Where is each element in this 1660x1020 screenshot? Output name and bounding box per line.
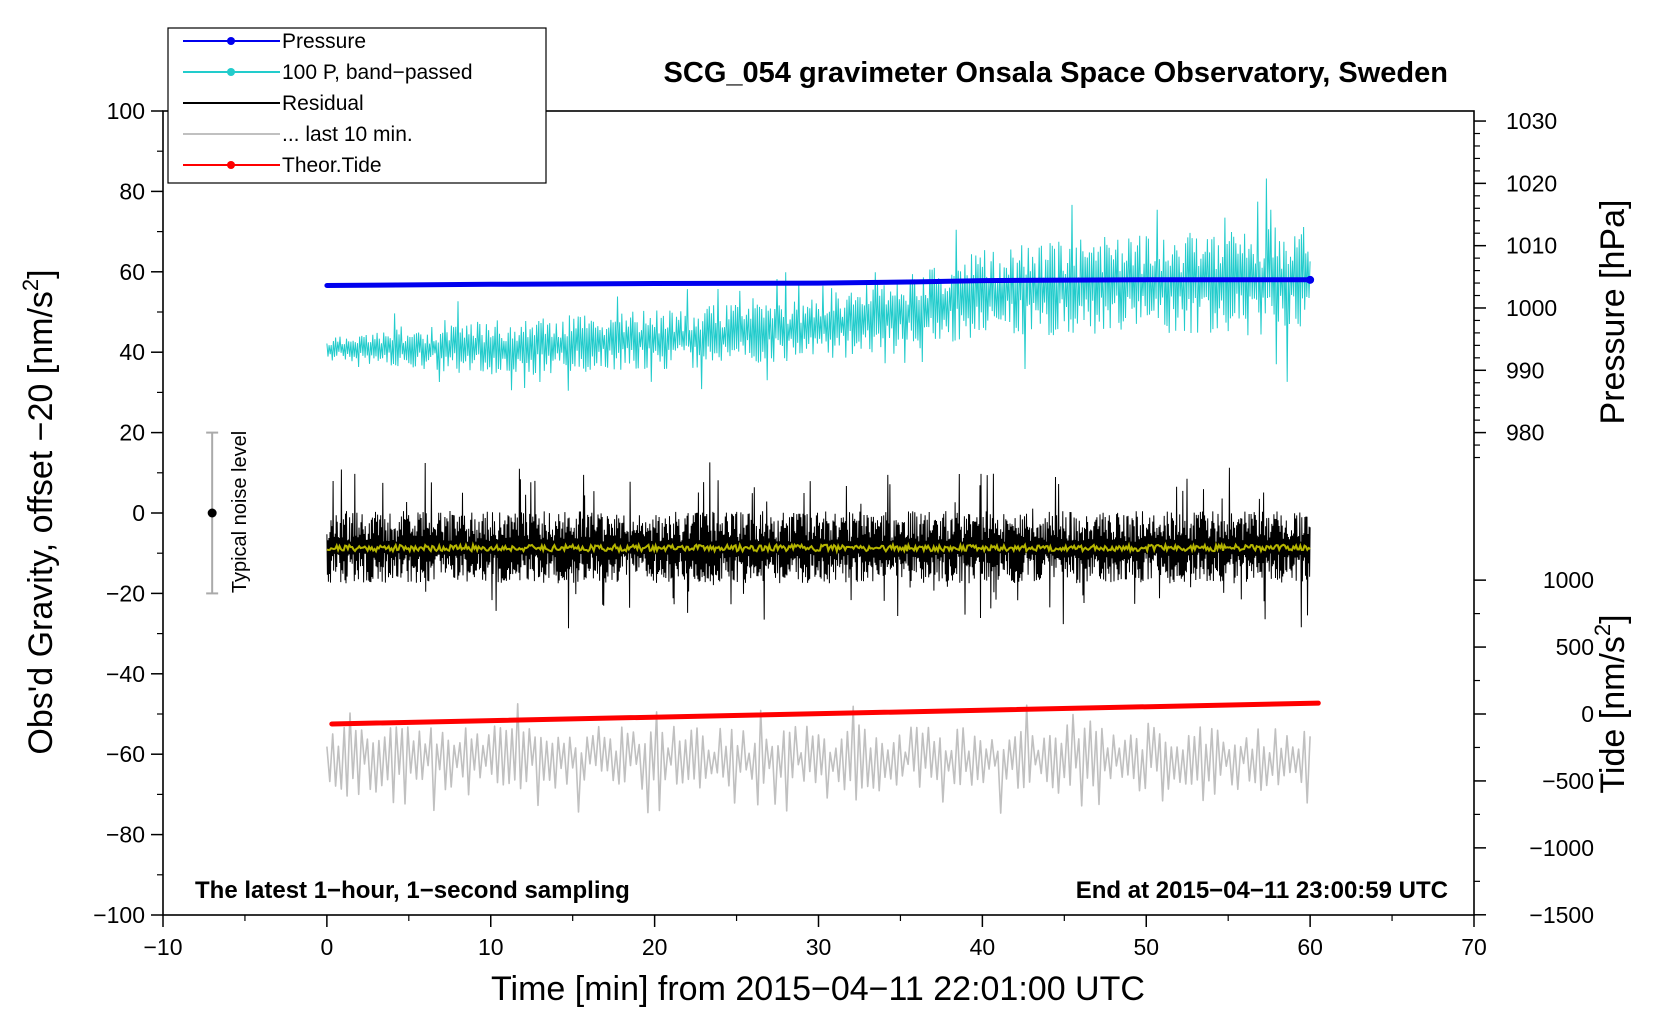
svg-text:Tide [nm/s2]: Tide [nm/s2] (1590, 614, 1632, 793)
x-tick-label: 70 (1461, 934, 1487, 960)
x-tick-label: 20 (642, 934, 668, 960)
y-tick-label: 20 (119, 420, 145, 446)
tide-tick-label: 500 (1556, 634, 1594, 660)
noise-level-label: Typical noise level (229, 431, 251, 593)
tide-tick-label: −1000 (1529, 835, 1594, 861)
legend-label: Pressure (282, 30, 366, 53)
legend-marker (227, 161, 235, 169)
legend-marker (227, 68, 235, 76)
series-residual-smoothed (326, 541, 1311, 555)
noise-level-indicator (206, 431, 219, 595)
chart-title: SCG_054 gravimeter Onsala Space Observat… (664, 57, 1448, 89)
tide-axis-label: Tide [nm/s2] (1590, 614, 1632, 793)
annotation-bottom-left: The latest 1−hour, 1−second sampling (195, 877, 630, 904)
x-tick-label: 50 (1133, 934, 1159, 960)
series-layer (324, 178, 1321, 814)
tide-tick-label: −500 (1542, 768, 1594, 794)
svg-text:Obs'd Gravity, offset −20 [nm/: Obs'd Gravity, offset −20 [nm/s2] (18, 269, 60, 754)
series-last-10-min (326, 703, 1311, 814)
series-pressure (324, 277, 1313, 288)
pressure-tick-label: 1000 (1506, 295, 1557, 321)
y-tick-label: −60 (106, 741, 145, 767)
series-theor-tide (329, 700, 1321, 727)
x-tick-label: 10 (478, 934, 504, 960)
legend-marker (227, 37, 235, 45)
y-tick-label: −20 (106, 580, 145, 606)
legend-label: Theor.Tide (282, 154, 382, 177)
tide-tick-label: 0 (1581, 701, 1594, 727)
legend-label: ... last 10 min. (282, 123, 413, 146)
pressure-axis-label: Pressure [hPa] (1594, 200, 1632, 425)
series-pressure-endpoint (1306, 275, 1315, 284)
pressure-tick-label: 990 (1506, 357, 1544, 383)
axes-layer: −10 0 10 20 30 40 50 60 70−100−80−60−40−20020406… (93, 98, 1594, 960)
y-tick-label: 60 (119, 259, 145, 285)
x-tick-label: 0 (320, 934, 333, 960)
y-tick-label: −100 (93, 902, 145, 928)
y-axis-label: Obs'd Gravity, offset −20 [nm/s2] (18, 269, 60, 754)
x-tick-label: 60 (1297, 934, 1323, 960)
y-tick-label: 40 (119, 339, 145, 365)
legend-box (167, 27, 547, 184)
x-axis-label: Time [min] from 2015−04−11 22:01:00 UTC (491, 970, 1145, 1008)
y-tick-label: 0 (132, 500, 145, 526)
legend-label: Residual (282, 92, 364, 115)
pressure-tick-label: 980 (1506, 420, 1544, 446)
x-tick-label: 30 (806, 934, 832, 960)
x-tick-label: 40 (970, 934, 996, 960)
y-tick-label: 100 (107, 98, 145, 124)
y-tick-label: 80 (119, 178, 145, 204)
x-tick-label: −10 (143, 934, 182, 960)
legend-label: 100 P, band−passed (282, 61, 473, 84)
legend: Pressure 100 P, band−passed Residual ... la… (167, 27, 547, 184)
series-residual (326, 462, 1311, 629)
pressure-tick-label: 1030 (1506, 108, 1557, 134)
annotation-bottom-right: End at 2015−04−11 23:00:59 UTC (1076, 877, 1448, 904)
noise-bar-center-dot (207, 508, 217, 518)
tide-tick-label: −1500 (1529, 902, 1594, 928)
y-tick-label: −80 (106, 822, 145, 848)
pressure-tick-label: 1020 (1506, 170, 1557, 196)
series-bandpassed-pressure (326, 178, 1311, 391)
tide-tick-label: 1000 (1543, 567, 1594, 593)
y-tick-label: −40 (106, 661, 145, 687)
pressure-tick-label: 1010 (1506, 233, 1557, 259)
